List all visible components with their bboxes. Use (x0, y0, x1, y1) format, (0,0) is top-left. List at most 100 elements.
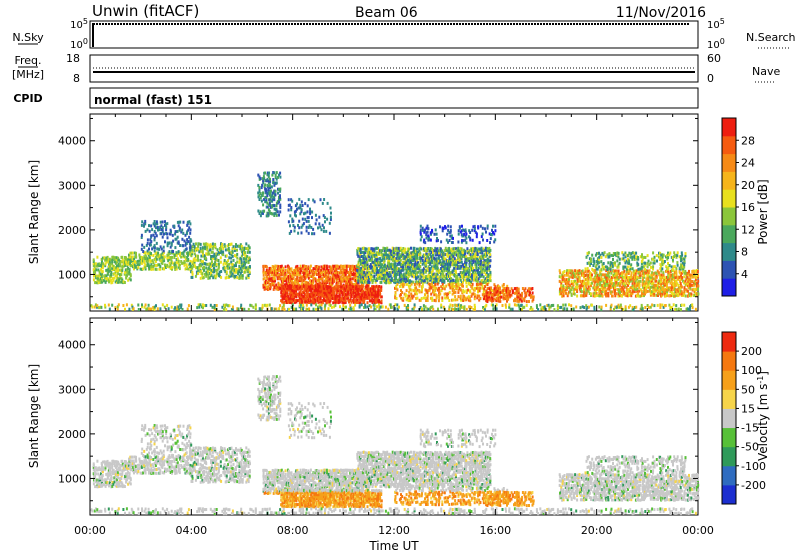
range-gate-cell (450, 236, 453, 240)
range-gate-cell (447, 278, 449, 282)
range-gate-cell (291, 281, 294, 284)
range-gate-cell (303, 289, 306, 293)
range-gate-cell (345, 281, 347, 285)
range-gate-cell (427, 289, 430, 293)
range-gate-cell (263, 285, 266, 288)
range-gate-cell (410, 271, 413, 275)
range-gate-cell (155, 234, 158, 238)
range-gate-cell (171, 265, 174, 269)
range-gate-cell (473, 249, 476, 253)
range-gate-cell (285, 291, 288, 295)
range-gate-cell (284, 277, 287, 281)
range-gate-cell (434, 283, 437, 286)
range-gate-cell (191, 248, 194, 252)
range-gate-cell (292, 281, 295, 285)
range-gate-cell (425, 263, 427, 266)
range-gate-cell (365, 293, 368, 297)
range-gate-cell (394, 264, 397, 268)
range-gate-cell (311, 286, 314, 290)
range-gate-cell (258, 186, 261, 189)
range-gate-cell (276, 273, 279, 277)
range-gate-cell (101, 280, 104, 284)
range-gate-cell (297, 279, 300, 283)
range-gate-cell (435, 275, 438, 278)
range-gate-cell (179, 251, 181, 255)
range-gate-cell (491, 289, 493, 292)
range-gate-cell (214, 260, 217, 264)
range-gate-cell (613, 273, 615, 277)
range-gate-cell (224, 248, 227, 252)
range-gate-cell (459, 296, 462, 300)
range-gate-cell (309, 297, 311, 301)
range-gate-cell (597, 275, 600, 279)
range-gate-cell (324, 291, 327, 295)
range-gate-cell (585, 283, 588, 287)
range-gate-cell (213, 270, 216, 274)
range-gate-cell (264, 195, 267, 199)
range-gate-cell (111, 266, 114, 270)
range-gate-cell (341, 285, 344, 289)
range-gate-cell (233, 270, 236, 274)
range-gate-cell (264, 187, 267, 191)
range-gate-cell (278, 287, 281, 291)
range-gate-cell (314, 289, 317, 293)
range-gate-cell (312, 279, 315, 283)
range-gate-cell (224, 270, 227, 274)
range-gate-cell (625, 281, 628, 285)
range-gate-cell (423, 266, 426, 270)
range-gate-cell (454, 290, 457, 294)
range-gate-cell (115, 258, 118, 262)
range-gate-cell (566, 271, 568, 275)
range-gate-cell (396, 282, 399, 286)
range-gate-cell (493, 291, 496, 295)
range-gate-cell (373, 277, 376, 280)
range-gate-cell (223, 268, 226, 272)
range-gate-cell (628, 281, 631, 285)
range-gate-cell (186, 230, 189, 234)
range-gate-cell (444, 246, 447, 250)
range-gate-cell (328, 296, 331, 300)
range-gate-cell (341, 270, 344, 274)
range-gate-cell (309, 207, 311, 211)
range-gate-cell (465, 241, 468, 245)
range-gate-cell (361, 287, 364, 291)
range-gate-cell (152, 254, 155, 257)
range-gate-cell (155, 251, 158, 255)
range-gate-cell (453, 288, 456, 292)
range-gate-cell (439, 259, 441, 263)
range-gate-cell (102, 263, 104, 267)
range-gate-cell (376, 274, 379, 278)
range-gate-cell (479, 273, 482, 277)
range-gate-cell (196, 256, 199, 260)
range-gate-cell (306, 210, 309, 214)
range-gate-cell (631, 284, 634, 288)
range-gate-cell (362, 296, 365, 300)
range-gate-cell (269, 285, 272, 289)
range-gate-cell (327, 292, 330, 296)
range-gate-cell (494, 293, 497, 297)
range-gate-cell (575, 275, 578, 279)
range-gate-cell (439, 247, 442, 251)
range-gate-cell (397, 259, 400, 263)
range-gate-cell (435, 272, 438, 276)
range-gate-cell (336, 285, 339, 289)
range-gate-cell (177, 259, 180, 263)
range-gate-cell (277, 187, 279, 191)
range-gate-cell (468, 229, 471, 233)
range-gate-cell (178, 220, 181, 224)
range-gate-cell (373, 247, 376, 251)
range-gate-cell (388, 260, 391, 264)
range-gate-cell (614, 292, 616, 295)
range-gate-cell (326, 300, 329, 304)
range-gate-cell (482, 254, 485, 258)
range-gate-cell (518, 299, 521, 303)
range-gate-cell (458, 277, 461, 281)
range-gate-cell (436, 272, 439, 276)
range-gate-cell (289, 267, 291, 271)
range-gate-cell (239, 267, 242, 270)
range-gate-cell (362, 246, 365, 250)
range-gate-cell (330, 211, 332, 215)
range-gate-cell (273, 212, 276, 216)
range-gate-cell (374, 291, 377, 294)
